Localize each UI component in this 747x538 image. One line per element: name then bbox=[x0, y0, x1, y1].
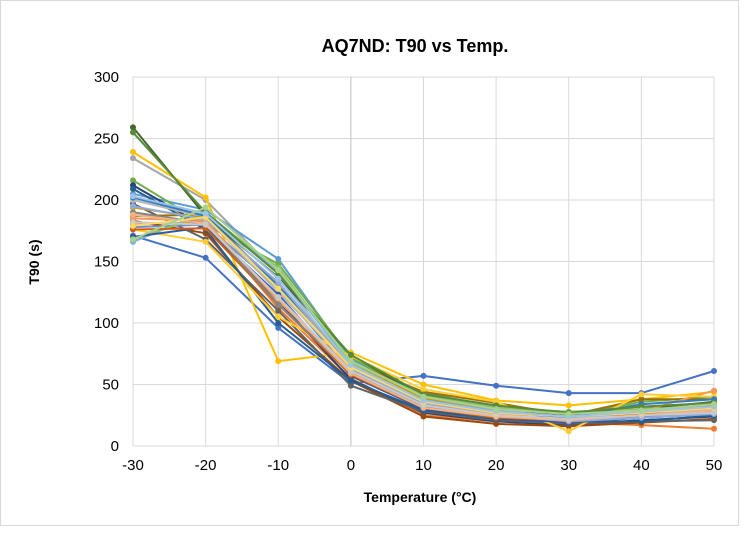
x-tick-label: -30 bbox=[122, 457, 144, 474]
data-point bbox=[275, 320, 282, 326]
data-point bbox=[638, 407, 645, 414]
data-point bbox=[130, 236, 136, 243]
data-point bbox=[638, 391, 645, 398]
data-point bbox=[202, 194, 209, 201]
data-point bbox=[275, 267, 282, 274]
data-point bbox=[130, 185, 136, 192]
x-tick-label: -20 bbox=[195, 457, 217, 474]
data-point bbox=[420, 381, 427, 388]
data-point bbox=[347, 377, 354, 384]
x-axis-label: Temperature (°C) bbox=[364, 489, 477, 505]
data-point bbox=[275, 324, 282, 331]
data-point bbox=[565, 428, 572, 435]
data-point bbox=[275, 275, 282, 282]
chart-border bbox=[0, 0, 739, 526]
y-tick-label: 300 bbox=[94, 69, 119, 86]
data-point bbox=[347, 382, 354, 389]
data-point bbox=[420, 393, 427, 400]
data-point bbox=[202, 221, 209, 228]
y-axis-label: T90 (s) bbox=[26, 239, 42, 284]
data-point bbox=[130, 129, 136, 136]
data-point bbox=[711, 387, 717, 394]
data-point bbox=[130, 124, 136, 131]
data-point bbox=[275, 285, 282, 292]
y-tick-label: 0 bbox=[111, 438, 119, 455]
data-point bbox=[565, 411, 572, 418]
data-point bbox=[711, 367, 717, 374]
x-tick-label: 30 bbox=[560, 457, 577, 474]
data-point bbox=[202, 210, 209, 217]
y-tick-label: 150 bbox=[94, 254, 119, 271]
data-point bbox=[130, 222, 136, 229]
data-point bbox=[638, 396, 645, 403]
data-point bbox=[275, 294, 282, 301]
data-point bbox=[202, 238, 209, 245]
data-point bbox=[130, 149, 136, 156]
data-point bbox=[275, 256, 282, 263]
data-point bbox=[130, 211, 136, 218]
data-point bbox=[275, 307, 282, 314]
chart-title: AQ7ND: T90 vs Temp. bbox=[322, 36, 509, 56]
tick-labels: 0 50 100 150 200 250 300 -30 -20 -10 0 10 20 30 40 50 bbox=[94, 69, 722, 474]
x-tick-label: 40 bbox=[633, 457, 650, 474]
data-point bbox=[275, 358, 282, 365]
x-tick-label: 10 bbox=[415, 457, 432, 474]
y-tick-label: 250 bbox=[94, 131, 119, 148]
data-point bbox=[711, 401, 717, 408]
data-point bbox=[275, 313, 282, 320]
series-lines bbox=[130, 124, 717, 435]
data-point bbox=[130, 193, 136, 200]
x-tick-label: 20 bbox=[488, 457, 505, 474]
data-point bbox=[711, 425, 717, 432]
data-point bbox=[493, 382, 500, 389]
data-point bbox=[275, 301, 282, 308]
data-point bbox=[420, 413, 427, 420]
data-point bbox=[493, 406, 500, 413]
x-tick-label: -10 bbox=[267, 457, 289, 474]
data-point bbox=[565, 402, 572, 409]
y-tick-label: 200 bbox=[94, 192, 119, 209]
data-point bbox=[130, 203, 136, 210]
y-tick-label: 50 bbox=[102, 377, 119, 394]
data-point bbox=[711, 417, 717, 424]
data-point bbox=[130, 155, 136, 162]
data-point bbox=[347, 351, 354, 358]
x-tick-label: 50 bbox=[706, 457, 723, 474]
data-point bbox=[420, 386, 427, 393]
data-point bbox=[347, 358, 354, 365]
y-tick-label: 100 bbox=[94, 315, 119, 332]
series-30 bbox=[130, 204, 717, 418]
data-point bbox=[565, 390, 572, 397]
x-tick-label: 0 bbox=[347, 457, 355, 474]
data-point bbox=[130, 177, 136, 184]
data-point bbox=[202, 254, 209, 261]
data-point bbox=[202, 204, 209, 211]
data-point bbox=[420, 372, 427, 379]
data-point bbox=[711, 409, 717, 416]
